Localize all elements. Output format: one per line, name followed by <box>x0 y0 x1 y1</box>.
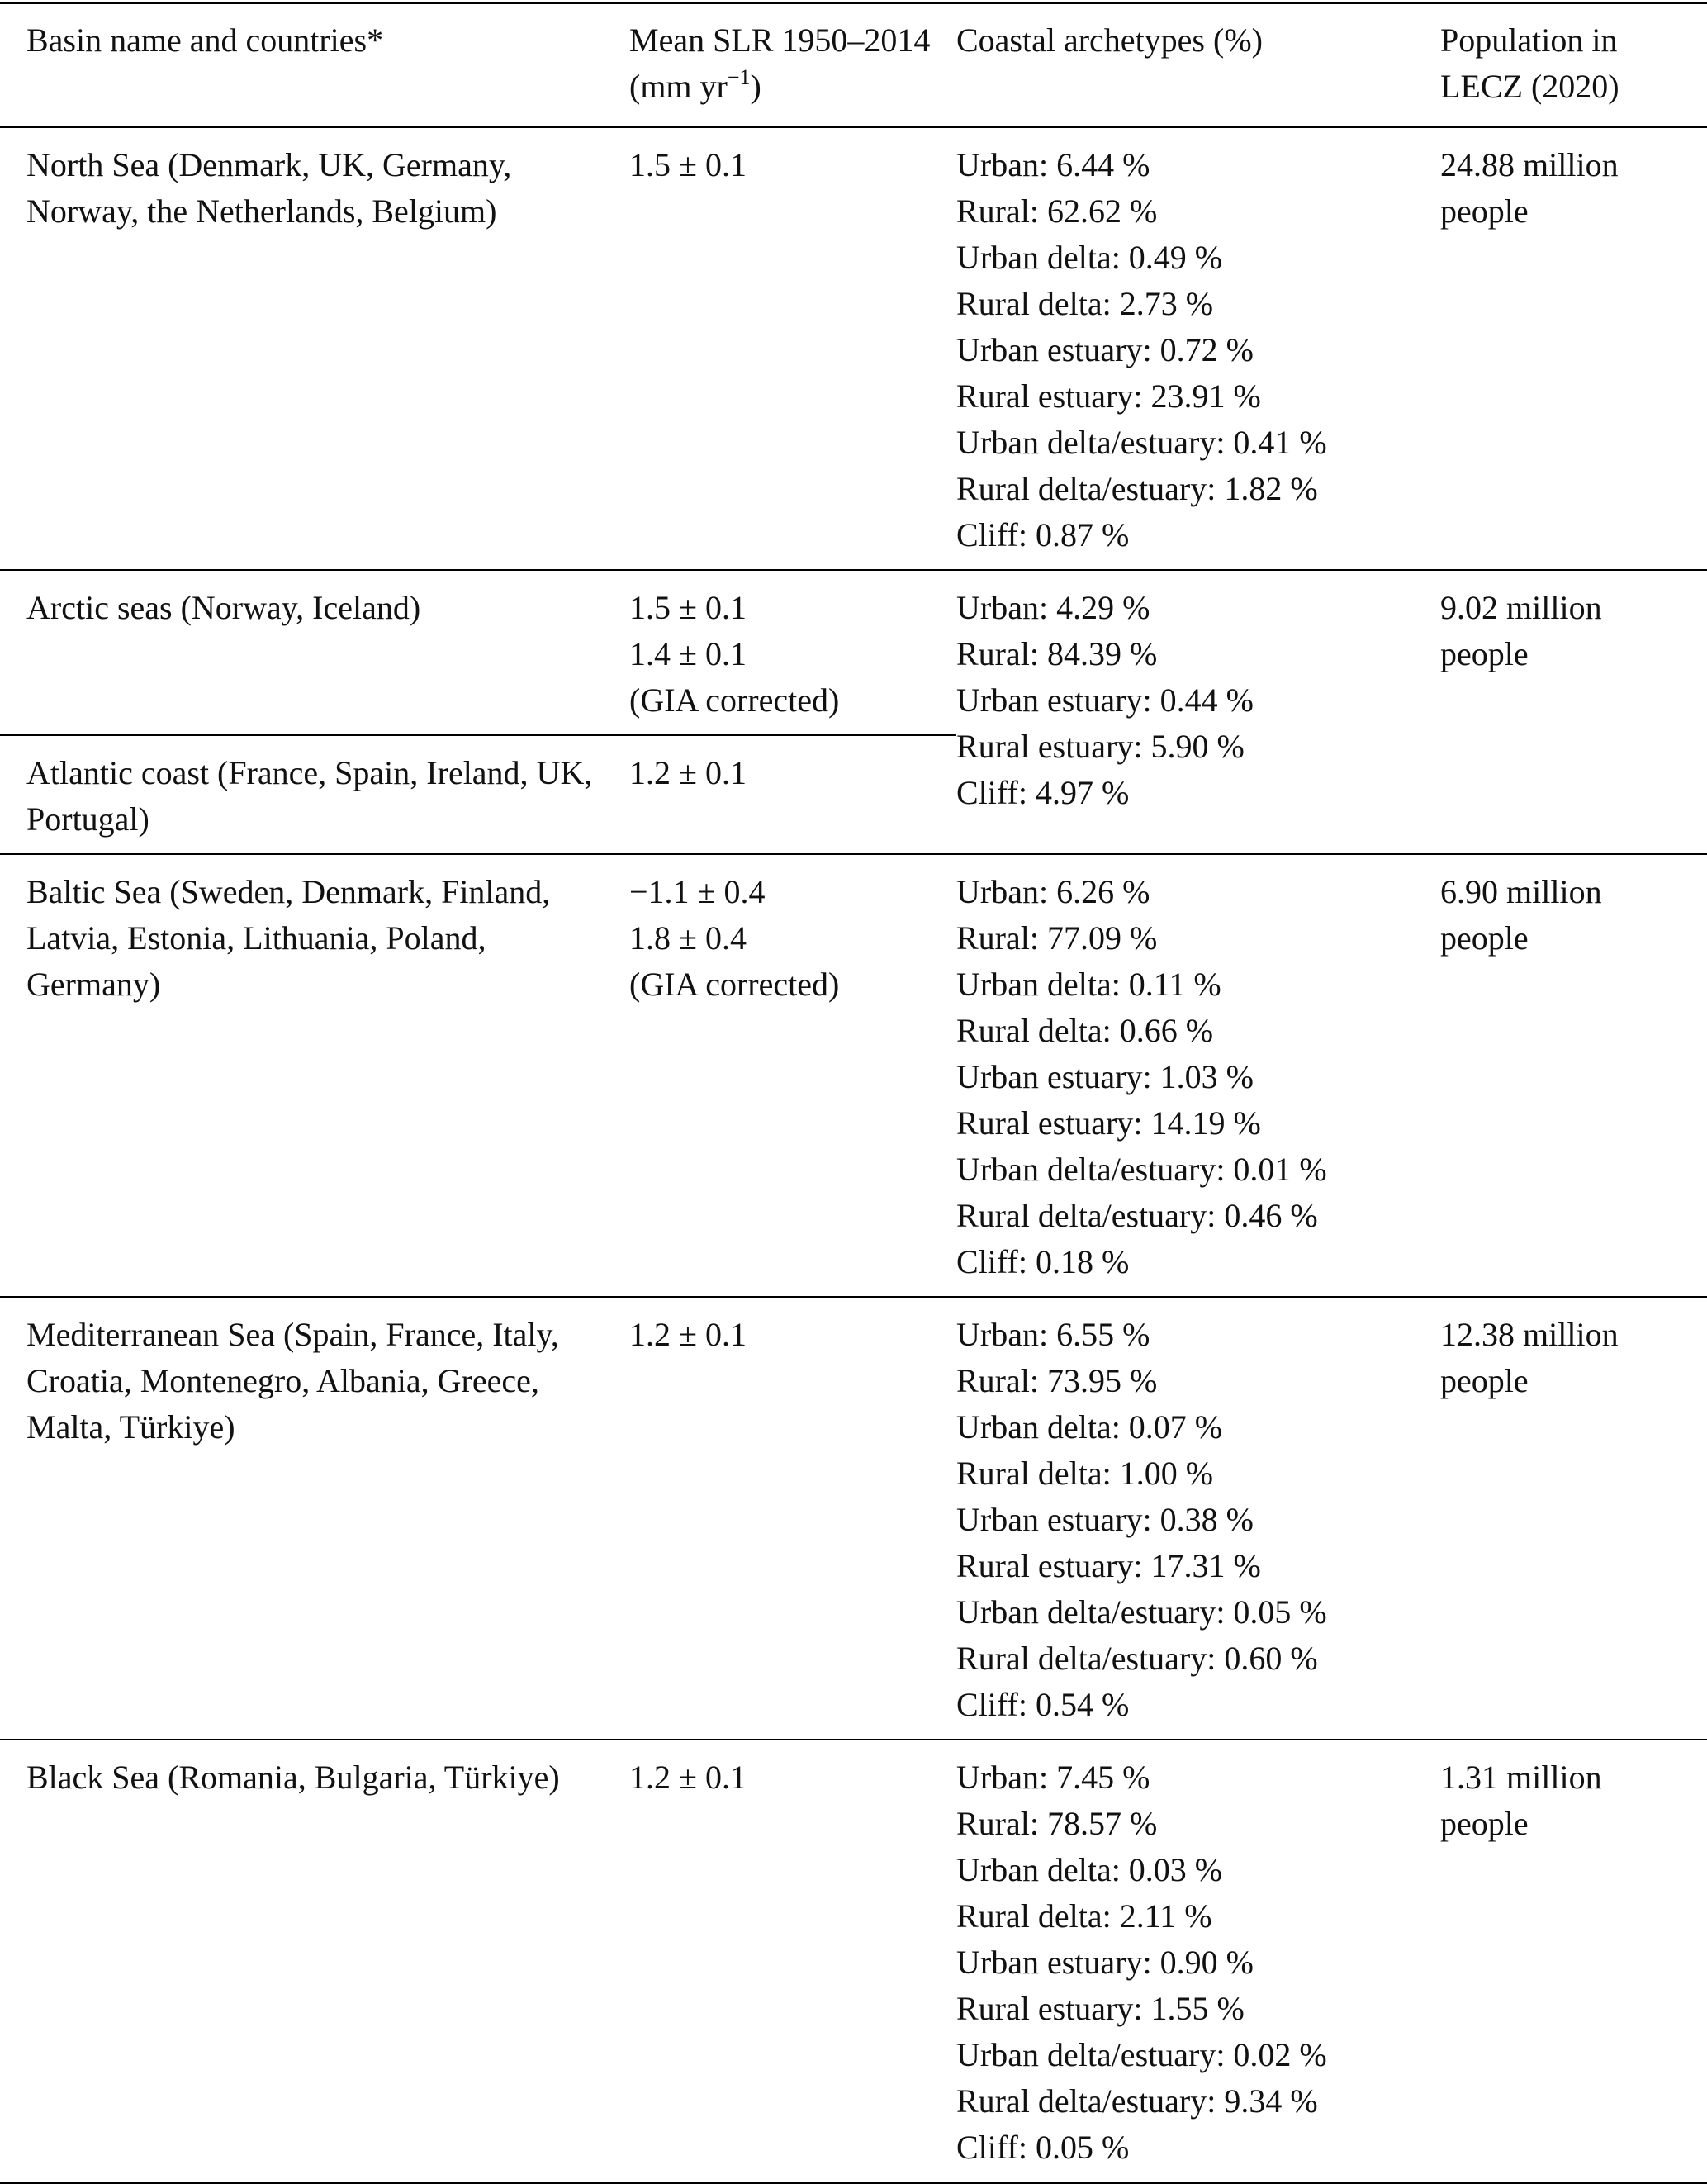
archetype-line: Cliff: 0.05 % <box>956 2129 1130 2166</box>
table-row: Baltic Sea (Sweden, Denmark, Finland, La… <box>0 854 1707 1297</box>
basin-cell: Baltic Sea (Sweden, Denmark, Finland, La… <box>26 873 551 1003</box>
slr-line: 1.2 ± 0.1 <box>629 754 747 791</box>
slr-line: (GIA corrected) <box>629 681 840 719</box>
slr-line: 1.2 ± 0.1 <box>629 1316 747 1353</box>
archetype-line: Cliff: 0.18 % <box>956 1243 1130 1280</box>
basin-cell: Mediterranean Sea (Spain, France, Italy,… <box>26 1316 559 1446</box>
archetype-line: Rural delta/estuary: 0.60 % <box>956 1640 1318 1677</box>
archetype-line: Rural delta: 1.00 % <box>956 1455 1214 1492</box>
slr-cell: 1.2 ± 0.1 <box>629 734 956 854</box>
archetypes-cell: Urban: 4.29 % Rural: 84.39 % Urban estuary… <box>956 570 1440 854</box>
basin-cell: Black Sea (Romania, Bulgaria, Türkiye) <box>26 1759 560 1796</box>
archetype-line: Urban: 7.45 % <box>956 1759 1150 1796</box>
archetype-line: Rural delta: 2.73 % <box>956 285 1214 322</box>
table-row: Black Sea (Romania, Bulgaria, Türkiye) 1.… <box>0 1740 1707 2183</box>
slr-line: −1.1 ± 0.4 <box>629 873 766 910</box>
slr-line: 1.5 ± 0.1 <box>629 589 747 626</box>
slr-line: 1.8 ± 0.4 <box>629 919 747 957</box>
archetype-line: Urban: 6.44 % <box>956 146 1150 183</box>
header-text: ) <box>750 68 761 105</box>
slr-line: 1.5 ± 0.1 <box>629 146 747 183</box>
basin-cell: Atlantic coast (France, Spain, Ireland, … <box>0 734 629 854</box>
archetype-line: Rural: 84.39 % <box>956 635 1158 672</box>
header-row: Basin name and countries* Mean SLR 1950–… <box>0 2 1707 128</box>
table-body: North Sea (Denmark, UK, Germany, Norway,… <box>0 127 1707 2183</box>
header-cell: Coastal archetypes (%) <box>956 21 1263 59</box>
archetype-line: Cliff: 4.97 % <box>956 774 1130 811</box>
archetype-line: Urban delta/estuary: 0.05 % <box>956 1593 1327 1631</box>
slr-cell: 1.5 ± 0.1 1.4 ± 0.1 (GIA corrected) <box>629 570 956 735</box>
archetype-line: Urban delta/estuary: 0.02 % <box>956 2036 1327 2073</box>
table-row: Mediterranean Sea (Spain, France, Italy,… <box>0 1297 1707 1740</box>
archetype-line: Cliff: 0.54 % <box>956 1686 1130 1723</box>
archetype-line: Rural: 77.09 % <box>956 919 1158 957</box>
archetype-line: Rural estuary: 14.19 % <box>956 1104 1261 1142</box>
slr-line: 1.4 ± 0.1 <box>629 635 747 672</box>
table-row: Arctic seas (Norway, Iceland) 1.5 ± 0.1 1.… <box>0 570 1707 811</box>
header-cell: Mean SLR 1950–2014 (mm yr−1) <box>629 3 956 128</box>
archetype-line: Urban delta: 0.49 % <box>956 239 1223 276</box>
population-cell: 12.38 million people <box>1440 1316 1619 1399</box>
archetype-line: Rural delta: 2.11 % <box>956 1897 1212 1935</box>
archetype-line: Rural delta/estuary: 9.34 % <box>956 2082 1318 2120</box>
archetypes-cell: Urban: 6.44 % Rural: 62.62 % Urban delta: … <box>956 127 1440 570</box>
table-header: Basin name and countries* Mean SLR 1950–… <box>0 2 1707 128</box>
header-cell: Population in LECZ (2020) <box>1440 21 1619 105</box>
archetype-line: Urban delta: 0.11 % <box>956 966 1221 1003</box>
slr-cell: 1.2 ± 0.1 <box>629 1740 956 2183</box>
table-row: Atlantic coast (France, Spain, Ireland, … <box>0 734 1707 854</box>
archetype-line: Cliff: 0.87 % <box>956 516 1130 553</box>
slr-cell: −1.1 ± 0.4 1.8 ± 0.4 (GIA corrected) <box>629 854 956 1297</box>
population-cell: 9.02 million people <box>1440 589 1602 672</box>
archetype-line: Urban estuary: 0.72 % <box>956 331 1254 368</box>
archetype-line: Urban delta: 0.03 % <box>956 1851 1223 1888</box>
slr-cell: 1.2 ± 0.1 <box>629 1297 956 1740</box>
archetype-line: Urban: 6.26 % <box>956 873 1150 910</box>
header-cell: Basin name and countries* <box>26 21 384 59</box>
table-row: North Sea (Denmark, UK, Germany, Norway,… <box>0 127 1707 570</box>
archetype-line: Rural: 62.62 % <box>956 192 1158 230</box>
population-cell: 6.90 million people <box>1440 873 1602 957</box>
archetype-line: Urban: 6.55 % <box>956 1316 1150 1353</box>
archetype-line: Urban delta/estuary: 0.41 % <box>956 424 1327 461</box>
archetype-line: Urban: 4.29 % <box>956 589 1150 626</box>
archetype-line: Rural: 78.57 % <box>956 1805 1158 1842</box>
archetype-line: Urban estuary: 1.03 % <box>956 1058 1254 1095</box>
archetype-line: Rural estuary: 23.91 % <box>956 377 1261 415</box>
archetype-line: Rural delta: 0.66 % <box>956 1012 1214 1049</box>
archetype-line: Urban estuary: 0.44 % <box>956 681 1254 719</box>
header-text: Mean SLR 1950–2014 (mm yr <box>629 21 931 105</box>
archetypes-cell: Urban: 7.45 % Rural: 78.57 % Urban delta: … <box>956 1740 1440 2183</box>
slr-line: 1.2 ± 0.1 <box>629 1759 747 1796</box>
archetype-line: Rural delta/estuary: 1.82 % <box>956 470 1318 507</box>
archetypes-cell: Urban: 6.55 % Rural: 73.95 % Urban delta: … <box>956 1297 1440 1740</box>
header-superscript: −1 <box>727 64 751 89</box>
archetype-line: Rural estuary: 17.31 % <box>956 1547 1261 1584</box>
archetype-line: Urban estuary: 0.38 % <box>956 1501 1254 1538</box>
archetype-line: Rural delta/estuary: 0.46 % <box>956 1197 1318 1234</box>
basin-cell: Arctic seas (Norway, Iceland) <box>26 589 421 626</box>
population-cell: 1.31 million people <box>1440 1759 1602 1842</box>
archetype-line: Rural: 73.95 % <box>956 1362 1158 1399</box>
basin-cell: North Sea (Denmark, UK, Germany, Norway,… <box>26 146 512 230</box>
slr-cell: 1.5 ± 0.1 <box>629 127 956 570</box>
archetype-line: Urban estuary: 0.90 % <box>956 1944 1254 1981</box>
archetype-line: Urban delta/estuary: 0.01 % <box>956 1151 1327 1188</box>
archetypes-cell: Urban: 6.26 % Rural: 77.09 % Urban delta: … <box>956 854 1440 1297</box>
archetype-line: Urban delta: 0.07 % <box>956 1408 1223 1446</box>
archetype-line: Rural estuary: 5.90 % <box>956 728 1245 765</box>
slr-line: (GIA corrected) <box>629 966 840 1003</box>
archetype-line: Rural estuary: 1.55 % <box>956 1990 1245 2027</box>
population-cell: 24.88 million people <box>1440 146 1619 230</box>
